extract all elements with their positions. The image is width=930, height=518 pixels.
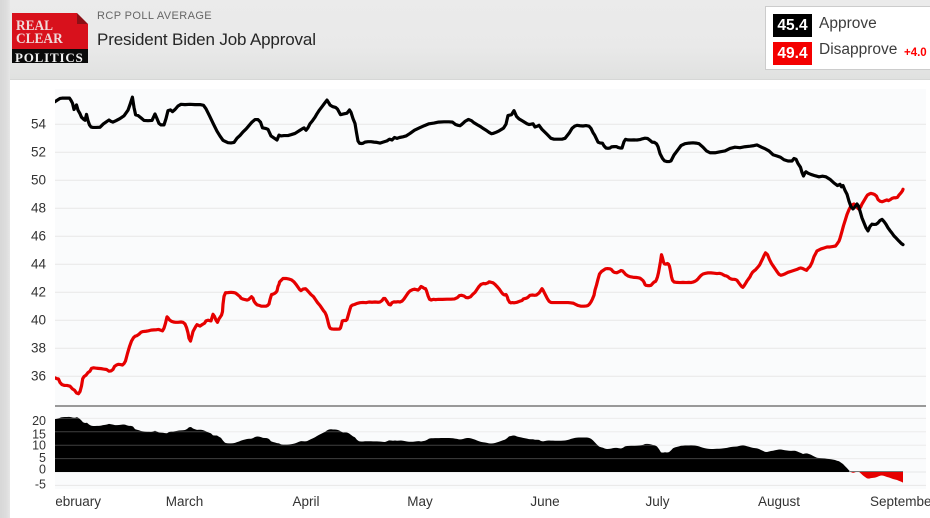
svg-text:-5: -5 [35,477,46,491]
svg-text:15: 15 [32,428,46,442]
svg-text:June: June [530,494,559,509]
svg-text:54: 54 [31,117,47,132]
svg-text:February: February [47,494,101,509]
svg-text:0: 0 [39,463,46,477]
svg-text:September: September [870,494,930,509]
svg-text:48: 48 [31,201,46,216]
svg-text:36: 36 [31,369,46,384]
svg-text:May: May [407,494,433,509]
svg-text:20: 20 [32,414,46,428]
svg-text:50: 50 [31,173,46,188]
svg-text:10: 10 [32,439,46,453]
svg-text:38: 38 [31,341,46,356]
svg-text:46: 46 [31,229,46,244]
svg-text:44: 44 [31,257,47,272]
svg-text:40: 40 [31,313,46,328]
svg-text:52: 52 [31,145,46,160]
svg-text:March: March [166,494,204,509]
svg-text:August: August [758,494,800,509]
svg-text:5: 5 [39,451,46,465]
svg-text:April: April [292,494,319,509]
svg-text:42: 42 [31,285,46,300]
svg-text:July: July [645,494,669,509]
